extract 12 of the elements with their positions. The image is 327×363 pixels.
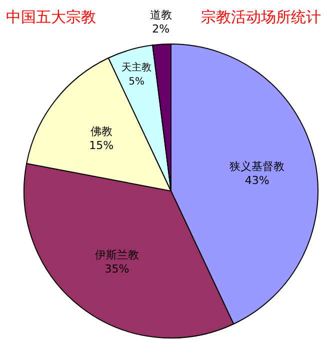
data-label: 35% bbox=[104, 262, 130, 276]
slice-label: 道教 bbox=[150, 8, 172, 22]
slice-label: 佛教 bbox=[90, 124, 112, 138]
chart-title: 中国五大宗教 bbox=[6, 8, 96, 27]
data-label: 2% bbox=[152, 22, 170, 36]
chart-subtitle: 宗教活动场所统计 bbox=[201, 8, 321, 27]
slice-label: 天主教 bbox=[122, 61, 152, 74]
data-label: 15% bbox=[89, 138, 114, 152]
slice-label: 伊斯兰教 bbox=[94, 248, 139, 262]
data-label: 43% bbox=[244, 174, 270, 187]
slice-label: 狭义基督教 bbox=[230, 160, 285, 173]
data-label: 5% bbox=[128, 76, 144, 88]
